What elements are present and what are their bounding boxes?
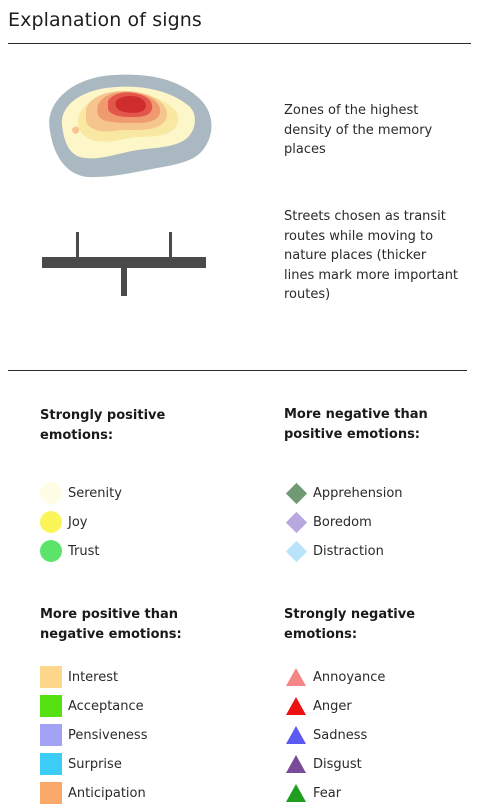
legend-item-joy: Joy — [40, 511, 87, 533]
legend-label: Sadness — [313, 727, 368, 743]
legend-item-disgust: Disgust — [285, 753, 362, 775]
density-small-spot — [72, 126, 80, 134]
legend-item-trust: Trust — [40, 540, 99, 562]
legend-label: Acceptance — [68, 698, 144, 714]
serenity-circle-icon — [40, 482, 62, 504]
legend-label: Surprise — [68, 756, 122, 772]
apprehension-diamond-icon — [285, 482, 307, 504]
legend-item-anticipation: Anticipation — [40, 782, 146, 804]
legend-label: Joy — [68, 514, 88, 530]
anger-triangle-icon — [286, 697, 306, 715]
legend-item-annoyance: Annoyance — [285, 666, 385, 688]
legend-item-acceptance: Acceptance — [40, 695, 144, 717]
street-route-symbol — [42, 232, 206, 296]
top-divider — [8, 43, 471, 44]
main-street-line — [42, 257, 206, 268]
branch-line-left — [76, 232, 79, 259]
legend-label: Pensiveness — [68, 727, 148, 743]
fear-triangle-icon — [286, 784, 306, 802]
sadness-triangle-icon — [286, 726, 306, 744]
legend-label: Serenity — [68, 485, 122, 501]
trust-circle-icon — [40, 540, 62, 562]
legend-item-pensiveness: Pensiveness — [40, 724, 147, 746]
legend-label: Annoyance — [313, 669, 386, 685]
density-zone-symbol — [49, 74, 212, 178]
legend-label: Anger — [313, 698, 352, 714]
legend-item-apprehension: Apprehension — [285, 482, 403, 504]
legend-item-anger: Anger — [285, 695, 352, 717]
density-description: Zones of the highest density of the memo… — [284, 103, 433, 157]
annoyance-triangle-icon — [286, 668, 306, 686]
strongly-positive-heading: Strongly positive emotions: — [40, 408, 166, 443]
legend-label: Distraction — [313, 543, 384, 559]
branch-line-down — [121, 266, 127, 296]
legend-label: Apprehension — [313, 485, 403, 501]
strongly-negative-heading: Strongly negative emotions: — [284, 607, 416, 642]
anticipation-square-icon — [40, 782, 62, 804]
legend-item-sadness: Sadness — [285, 724, 367, 746]
surprise-square-icon — [40, 753, 62, 775]
streets-description: Streets chosen as transit routes while m… — [284, 209, 459, 302]
disgust-triangle-icon — [286, 755, 306, 773]
legend-label: Interest — [68, 669, 119, 685]
legend-label: Fear — [313, 785, 342, 801]
joy-circle-icon — [40, 511, 62, 533]
interest-square-icon — [40, 666, 62, 688]
legend-item-interest: Interest — [40, 666, 118, 688]
legend-label: Trust — [68, 543, 100, 559]
legend-item-serenity: Serenity — [40, 482, 122, 504]
legend-item-boredom: Boredom — [285, 511, 372, 533]
legend-item-surprise: Surprise — [40, 753, 122, 775]
boredom-diamond-icon — [285, 511, 307, 533]
legend-item-fear: Fear — [285, 782, 341, 804]
more-negative-heading: More negative than positive emotions: — [284, 407, 428, 442]
legend-label: Anticipation — [68, 785, 146, 801]
pensiveness-square-icon — [40, 724, 62, 746]
acceptance-square-icon — [40, 695, 62, 717]
legend-label: Boredom — [313, 514, 372, 530]
legend-item-distraction: Distraction — [285, 540, 384, 562]
page-title: Explanation of signs — [8, 9, 202, 31]
distraction-diamond-icon — [285, 540, 307, 562]
branch-line-right — [169, 232, 172, 259]
middle-divider — [8, 370, 467, 371]
density-core-zone — [115, 96, 146, 113]
more-positive-heading: More positive than negative emotions: — [40, 607, 182, 642]
legend-label: Disgust — [313, 756, 362, 772]
